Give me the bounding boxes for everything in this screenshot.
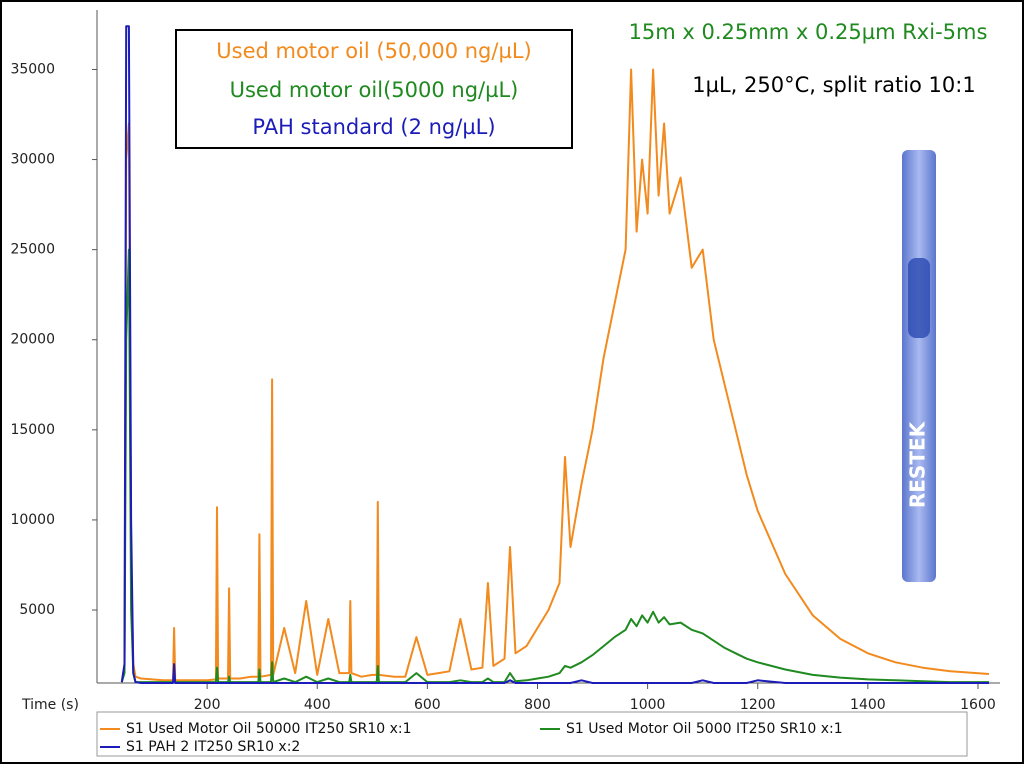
x-tick-label: 400 xyxy=(304,697,331,713)
y-tick-label: 10000 xyxy=(10,512,55,528)
y-tick-label: 35000 xyxy=(10,61,55,77)
column-tube xyxy=(902,150,936,582)
x-tick-label: 1000 xyxy=(630,697,666,713)
x-tick-label: 1400 xyxy=(850,697,886,713)
plot-area: 5000 10000 15000 20000 25000 30000 35000 200 400… xyxy=(10,10,1000,713)
annotation-box xyxy=(175,29,573,149)
annotation: Used motor oil (50,000 ng/µL) xyxy=(216,39,531,63)
x-tick-label: 800 xyxy=(524,697,551,713)
legend-label: S1 Used Motor Oil 50000 IT250 SR10 x:1 xyxy=(126,721,412,737)
column-label: RESTEK xyxy=(906,420,930,508)
y-tick-label: 20000 xyxy=(10,332,55,348)
x-tick-label: 200 xyxy=(194,697,221,713)
y-tick-label: 25000 xyxy=(10,242,55,258)
series-line xyxy=(120,68,990,683)
x-tick-label: 1600 xyxy=(960,697,996,713)
y-tick-label: 30000 xyxy=(10,152,55,168)
annotation: PAH standard (2 ng/µL) xyxy=(252,115,495,139)
x-axis-label: Time (s) xyxy=(21,697,79,713)
legend xyxy=(96,711,968,757)
annotation: Used motor oil(5000 ng/µL) xyxy=(230,78,519,102)
y-tick-label: 5000 xyxy=(19,602,55,618)
y-tick-label: 15000 xyxy=(10,422,55,438)
series-line xyxy=(120,25,989,684)
legend-label: S1 Used Motor Oil 5000 IT250 SR10 x:1 xyxy=(566,721,843,737)
annotation: 15m x 0.25mm x 0.25µm Rxi-5ms xyxy=(629,20,988,44)
annotation: 1µL, 250°C, split ratio 10:1 xyxy=(692,73,975,97)
x-tick-label: 600 xyxy=(414,697,441,713)
column-image: RESTEK xyxy=(902,150,936,582)
x-tick-label: 1200 xyxy=(740,697,776,713)
column-liner xyxy=(908,258,930,338)
legend-label: S1 PAH 2 IT250 SR10 x:2 xyxy=(126,739,300,755)
